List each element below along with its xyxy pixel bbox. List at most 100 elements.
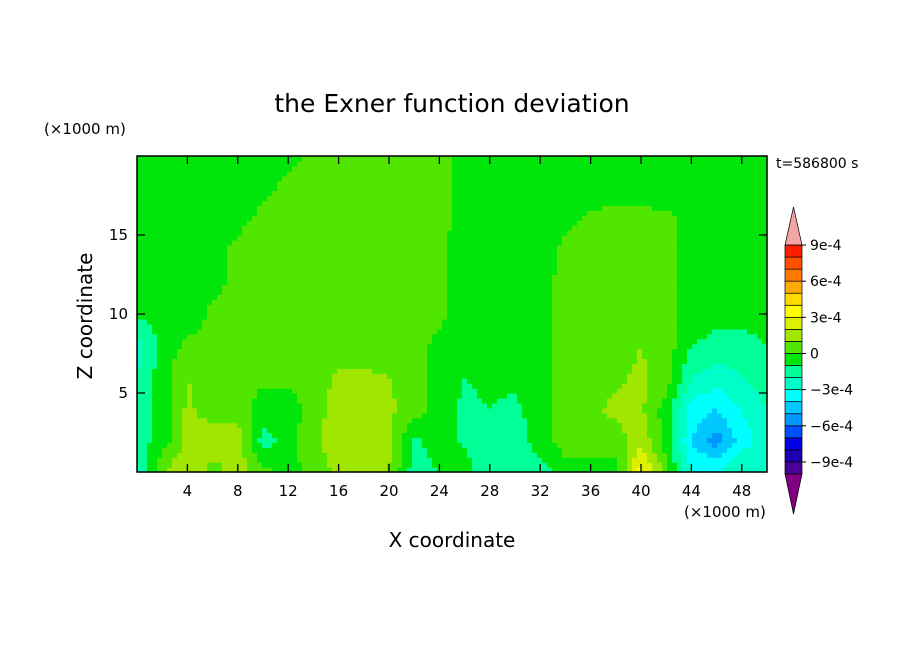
field-cell xyxy=(582,294,588,300)
field-cell xyxy=(167,284,173,290)
field-cell xyxy=(622,397,628,404)
field-cell xyxy=(742,368,748,374)
field-cell xyxy=(567,289,573,295)
field-cell xyxy=(667,343,673,350)
field-cell xyxy=(507,333,513,340)
field-cell xyxy=(712,348,718,355)
field-cell xyxy=(192,383,198,389)
field-cell xyxy=(212,368,218,374)
field-cell xyxy=(182,447,188,453)
field-cell xyxy=(707,279,713,285)
field-cell xyxy=(447,333,453,340)
field-cell xyxy=(727,467,733,473)
field-cell xyxy=(572,462,578,468)
field-cell xyxy=(232,393,238,399)
field-cell xyxy=(382,427,388,434)
field-cell xyxy=(472,289,478,295)
field-cell xyxy=(397,378,403,384)
field-cell xyxy=(652,407,658,414)
field-cell xyxy=(442,373,448,379)
field-cell xyxy=(587,383,593,389)
field-cell xyxy=(397,358,403,364)
field-cell xyxy=(337,452,343,458)
field-cell xyxy=(632,304,638,310)
field-cell xyxy=(702,289,708,295)
field-cell xyxy=(512,427,518,434)
field-cell xyxy=(652,314,658,320)
field-cell xyxy=(167,358,173,364)
field-cell xyxy=(417,314,423,320)
field-cell xyxy=(492,378,498,384)
field-cell xyxy=(607,412,613,419)
field-cell xyxy=(177,353,183,360)
field-cell xyxy=(697,462,703,468)
field-cell xyxy=(187,432,193,439)
field-cell xyxy=(757,309,763,315)
field-cell xyxy=(637,383,643,389)
field-cell xyxy=(282,284,288,290)
field-cell xyxy=(417,432,423,439)
field-cell xyxy=(752,397,758,404)
field-cell xyxy=(487,407,493,414)
field-cell xyxy=(737,412,743,419)
field-cell xyxy=(422,299,428,305)
field-cell xyxy=(367,284,373,290)
field-cell xyxy=(462,402,468,409)
field-cell xyxy=(247,304,253,310)
field-cell xyxy=(162,314,168,320)
field-cell xyxy=(417,383,423,389)
field-cell xyxy=(382,328,388,335)
field-cell xyxy=(417,452,423,458)
field-cell xyxy=(412,467,418,473)
field-cell xyxy=(497,299,503,305)
field-cell xyxy=(532,343,538,350)
field-cell xyxy=(427,343,433,350)
field-cell xyxy=(207,447,213,453)
field-cell xyxy=(502,412,508,419)
field-cell xyxy=(327,437,333,443)
field-cell xyxy=(592,294,598,300)
field-cell xyxy=(402,427,408,434)
field-cell xyxy=(567,462,573,468)
field-cell xyxy=(662,383,668,389)
field-cell xyxy=(292,314,298,320)
field-cell xyxy=(407,432,413,439)
field-cell xyxy=(642,333,648,340)
field-cell xyxy=(707,363,713,369)
field-cell xyxy=(732,348,738,355)
field-cell xyxy=(727,378,733,384)
field-cell xyxy=(517,309,523,315)
field-cell xyxy=(227,383,233,389)
field-cell xyxy=(467,467,473,473)
field-cell xyxy=(737,294,743,300)
field-cell xyxy=(722,333,728,340)
field-cell xyxy=(572,294,578,300)
field-cell xyxy=(397,304,403,310)
field-cell xyxy=(297,368,303,374)
field-cell xyxy=(322,343,328,350)
field-cell xyxy=(442,407,448,414)
field-cell xyxy=(182,383,188,389)
field-cell xyxy=(702,422,708,429)
field-cell xyxy=(282,343,288,350)
field-cell xyxy=(627,437,633,443)
field-cell xyxy=(392,437,398,443)
field-cell xyxy=(172,309,178,315)
field-cell xyxy=(487,378,493,384)
field-cell xyxy=(357,452,363,458)
field-cell xyxy=(717,402,723,409)
field-cell xyxy=(567,299,573,305)
field-cell xyxy=(342,333,348,340)
field-cell xyxy=(202,279,208,285)
field-cell xyxy=(557,447,563,453)
field-cell xyxy=(462,348,468,355)
field-cell xyxy=(677,417,683,424)
field-cell xyxy=(242,442,248,448)
field-cell xyxy=(502,462,508,468)
field-cell xyxy=(747,393,753,399)
field-cell xyxy=(202,328,208,335)
field-cell xyxy=(672,452,678,458)
field-cell xyxy=(367,294,373,300)
field-cell xyxy=(507,328,513,335)
field-cell xyxy=(692,284,698,290)
